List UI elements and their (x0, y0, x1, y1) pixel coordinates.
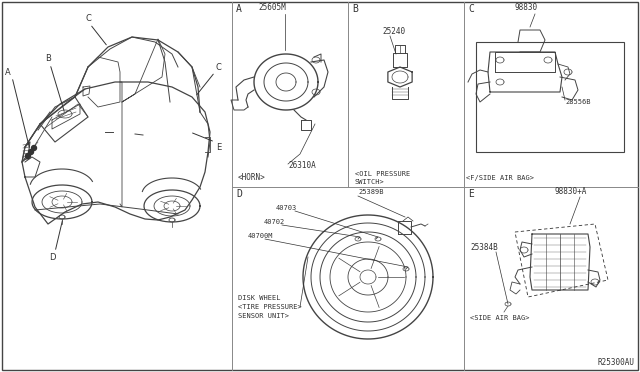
Text: C: C (468, 4, 474, 14)
Text: E: E (468, 189, 474, 199)
Text: DISK WHEEL: DISK WHEEL (238, 295, 280, 301)
Text: 40702: 40702 (264, 219, 285, 225)
Bar (476, 42, 624, 152)
Text: A: A (5, 67, 11, 77)
Text: 25384B: 25384B (470, 243, 498, 252)
Text: B: B (45, 54, 51, 62)
Text: C: C (85, 13, 91, 22)
Text: 40703: 40703 (276, 205, 297, 211)
Text: <SIDE AIR BAG>: <SIDE AIR BAG> (470, 315, 529, 321)
Text: SENSOR UNIT>: SENSOR UNIT> (238, 313, 289, 319)
Circle shape (29, 150, 33, 154)
Text: B: B (352, 4, 358, 14)
Text: 25605M: 25605M (258, 3, 285, 12)
Text: <F/SIDE AIR BAG>: <F/SIDE AIR BAG> (466, 175, 534, 181)
Circle shape (31, 145, 36, 151)
Text: 98830+A: 98830+A (555, 187, 588, 196)
Text: 40700M: 40700M (248, 233, 273, 239)
Text: 25240: 25240 (382, 27, 405, 36)
Circle shape (26, 154, 31, 158)
Text: E: E (216, 142, 221, 151)
Text: SWITCH>: SWITCH> (355, 179, 385, 185)
Text: C: C (215, 62, 221, 71)
Text: <TIRE PRESSURE>: <TIRE PRESSURE> (238, 304, 301, 310)
Text: 25389B: 25389B (358, 189, 383, 195)
Text: <OIL PRESSURE: <OIL PRESSURE (355, 171, 410, 177)
Text: <HORN>: <HORN> (238, 173, 266, 182)
Text: 28556B: 28556B (565, 99, 591, 105)
Text: R25300AU: R25300AU (598, 358, 635, 367)
Text: 98830: 98830 (515, 3, 538, 12)
Text: A: A (236, 4, 242, 14)
Text: D: D (49, 253, 55, 263)
Text: 26310A: 26310A (288, 161, 316, 170)
Text: D: D (236, 189, 242, 199)
